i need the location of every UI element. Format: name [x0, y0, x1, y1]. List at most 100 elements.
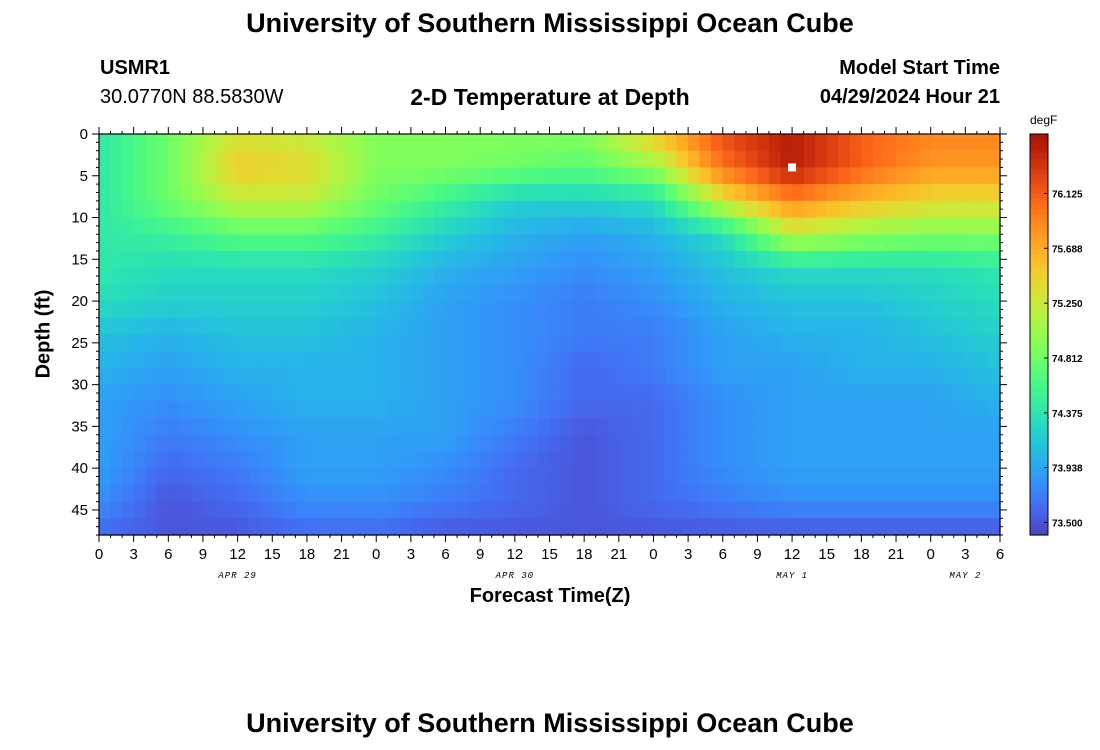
- heatmap-cell: [145, 317, 158, 336]
- heatmap-cell: [110, 518, 123, 536]
- heatmap-cell: [537, 434, 551, 453]
- heatmap-cell: [711, 384, 724, 402]
- heatmap-cell: [410, 451, 424, 469]
- heatmap-cell: [676, 501, 689, 519]
- heatmap-cell: [341, 434, 354, 453]
- heatmap-cell: [272, 150, 285, 169]
- heatmap-cell: [330, 501, 343, 519]
- heatmap-cell: [295, 317, 308, 336]
- heatmap-cell: [145, 200, 158, 219]
- y-tick-label: 25: [71, 335, 88, 352]
- heatmap-cell: [745, 351, 759, 369]
- heatmap-cell: [768, 217, 782, 235]
- colorbar-segment: [1030, 144, 1048, 150]
- heatmap-cell: [988, 351, 1001, 369]
- heatmap-cell: [422, 518, 435, 536]
- y-tick-label: 10: [71, 210, 88, 227]
- heatmap-cell: [665, 384, 678, 402]
- heatmap-cell: [711, 401, 724, 419]
- heatmap-cell: [919, 401, 932, 419]
- heatmap-cell: [468, 501, 481, 519]
- heatmap-cell: [168, 267, 181, 285]
- heatmap-cell: [768, 351, 782, 369]
- heatmap-cell: [422, 200, 435, 219]
- heatmap-cell: [226, 317, 239, 336]
- heatmap-cell: [745, 468, 759, 486]
- heatmap-cell: [976, 217, 990, 235]
- heatmap-cell: [422, 468, 435, 486]
- heatmap-cell: [191, 384, 204, 402]
- heatmap-cell: [237, 401, 250, 419]
- heatmap-cell: [896, 134, 909, 152]
- heatmap-cell: [214, 501, 227, 519]
- heatmap-cell: [919, 200, 932, 219]
- heatmap-cell: [341, 301, 354, 319]
- heatmap-cell: [376, 217, 389, 235]
- colorbar-segment: [1030, 309, 1048, 316]
- heatmap-cell: [399, 484, 412, 503]
- heatmap-cell: [884, 468, 897, 486]
- heatmap-cell: [699, 301, 712, 319]
- heatmap-cell: [768, 384, 782, 402]
- heatmap-cell: [526, 351, 539, 369]
- heatmap-cell: [145, 267, 158, 285]
- colorbar-segment: [1030, 209, 1048, 215]
- x-tick-label: 0: [927, 546, 935, 563]
- heatmap-cell: [399, 267, 412, 285]
- heatmap-cell: [792, 234, 805, 252]
- heatmap-cell: [214, 351, 227, 369]
- heatmap-cell: [122, 150, 135, 169]
- heatmap-cell: [803, 301, 816, 319]
- heatmap-cell: [330, 468, 343, 486]
- heatmap-cell: [272, 434, 285, 453]
- heatmap-cell: [768, 518, 782, 536]
- heatmap-cell: [537, 234, 551, 252]
- heatmap-cell: [653, 250, 666, 269]
- heatmap-cell: [618, 150, 631, 169]
- heatmap-cell: [861, 167, 874, 185]
- heatmap-cell: [722, 367, 735, 386]
- heatmap-cell: [260, 418, 273, 436]
- heatmap-cell: [872, 384, 886, 402]
- heatmap-cell: [399, 167, 412, 185]
- heatmap-cell: [988, 134, 1001, 152]
- heatmap-cell: [260, 518, 273, 536]
- heatmap-cell: [861, 184, 874, 202]
- heatmap-cell: [260, 501, 273, 519]
- heatmap-cell: [630, 167, 643, 185]
- colorbar-segment: [1030, 464, 1048, 471]
- heatmap-cell: [514, 351, 527, 369]
- heatmap-cell: [641, 150, 655, 169]
- heatmap-cell: [387, 200, 400, 219]
- heatmap-cell: [561, 401, 574, 419]
- heatmap-cell: [526, 267, 539, 285]
- heatmap-cell: [653, 484, 666, 503]
- heatmap-cell: [480, 484, 493, 503]
- heatmap-cell: [145, 150, 158, 169]
- heatmap-cell: [330, 484, 343, 503]
- heatmap-cell: [768, 317, 782, 336]
- heatmap-cell: [745, 284, 759, 302]
- heatmap-cell: [133, 501, 146, 519]
- heatmap-cell: [907, 200, 920, 219]
- heatmap-cell: [226, 501, 239, 519]
- heatmap-cell: [445, 150, 458, 169]
- heatmap-cell: [191, 518, 204, 536]
- heatmap-cell: [699, 284, 712, 302]
- heatmap-cell: [745, 518, 759, 536]
- heatmap-cell: [480, 234, 493, 252]
- heatmap-cell: [168, 484, 181, 503]
- heatmap-cell: [341, 518, 354, 536]
- heatmap-cell: [665, 301, 678, 319]
- heatmap-cell: [734, 518, 747, 536]
- heatmap-cell: [861, 234, 874, 252]
- heatmap-cell: [549, 501, 562, 519]
- heatmap-cell: [260, 217, 273, 235]
- heatmap-cell: [306, 384, 320, 402]
- heatmap-cell: [226, 250, 239, 269]
- heatmap-cell: [665, 167, 678, 185]
- heatmap-cell: [410, 134, 424, 152]
- heatmap-cell: [272, 167, 285, 185]
- heatmap-cell: [849, 334, 862, 352]
- heatmap-cell: [838, 284, 851, 302]
